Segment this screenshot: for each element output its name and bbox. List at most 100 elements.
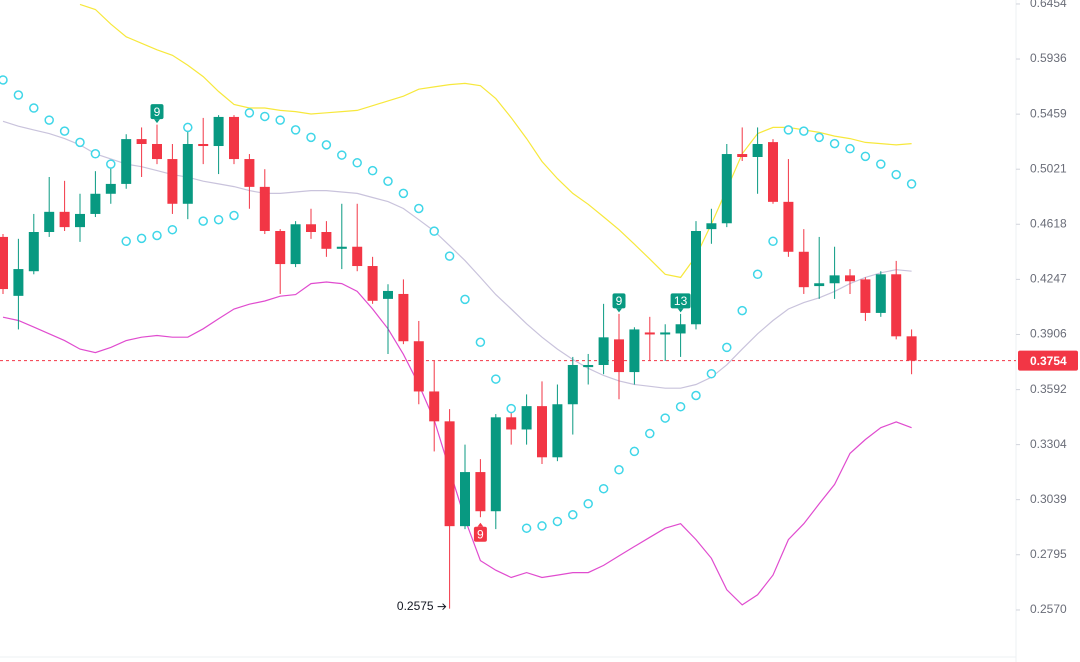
candle-body (182, 143, 193, 204)
sar-dot (706, 368, 717, 379)
candle-body (413, 341, 424, 392)
sar-dot (444, 251, 455, 261)
candle-body (598, 337, 609, 365)
count-marker-label: 9 (154, 105, 161, 119)
candle-body (829, 275, 840, 284)
candle-body (321, 232, 332, 249)
candle-body (706, 223, 717, 230)
sar-dot (152, 230, 162, 241)
y-tick-label: 0.3304 (1030, 437, 1067, 451)
sar-dot (552, 516, 563, 527)
sar-dot (598, 483, 609, 494)
sar-dot (891, 169, 901, 180)
candle-body (583, 364, 594, 368)
candle-body (721, 154, 732, 224)
candle-body (660, 332, 671, 335)
candle-body (475, 472, 486, 512)
count-marker-box (150, 104, 164, 120)
candle-body (675, 324, 686, 334)
candle-body (383, 290, 393, 299)
candle-body (152, 143, 162, 160)
sar-dot (229, 210, 239, 221)
sar-dot (106, 159, 116, 169)
sar-dot (876, 159, 886, 169)
count-marker-label: 9 (616, 294, 623, 308)
y-tick-label: 0.3906 (1030, 327, 1067, 341)
candle-body (737, 154, 748, 157)
sar-dot (183, 122, 193, 133)
candle-body (229, 116, 239, 160)
middle-band (2, 120, 912, 389)
candle-body (629, 329, 640, 373)
candle-body (28, 232, 39, 272)
candle-body (906, 336, 917, 361)
y-tick-label: 0.5459 (1030, 106, 1067, 120)
candle-body (798, 251, 809, 288)
y-tick-label: 0.6454 (1030, 0, 1067, 10)
candle-body (0, 236, 8, 290)
sar-dot (29, 103, 39, 113)
upper-band (79, 3, 912, 279)
sar-dot (660, 413, 670, 423)
sar-dot (244, 108, 255, 118)
candle-body (614, 339, 624, 373)
sar-dot (645, 428, 655, 439)
candle-body (259, 186, 270, 231)
sar-dot (737, 305, 747, 316)
candle-body (352, 246, 363, 267)
candle-body (490, 417, 501, 512)
candle-body (444, 421, 455, 527)
sar-dot (521, 523, 532, 533)
candle-body (336, 246, 347, 249)
count-marker-pointer (477, 522, 484, 527)
sar-dot (167, 224, 178, 235)
candle-body (167, 159, 178, 204)
sar-dot (906, 179, 917, 189)
sar-dot (352, 158, 362, 168)
sar-dot (845, 143, 855, 154)
candle-body (44, 211, 55, 233)
sar-dot (198, 216, 208, 226)
sar-dot (383, 176, 393, 186)
candle-body (13, 269, 24, 296)
sar-dot (75, 137, 85, 148)
sar-dot (506, 403, 516, 414)
candle-body (768, 142, 778, 202)
candle-body (429, 391, 440, 422)
y-tick-label: 0.3039 (1030, 492, 1067, 506)
candle-body (845, 275, 855, 282)
candle-body (105, 183, 116, 194)
count-marker-pointer (616, 308, 622, 313)
candle-body (213, 116, 224, 147)
count-marker-box (473, 526, 487, 542)
sar-dot (321, 140, 332, 150)
lower-band (2, 281, 912, 606)
y-tick-label: 0.5936 (1030, 51, 1067, 65)
low-price-arrow (437, 603, 447, 611)
count-marker: 9 (612, 293, 626, 313)
candle-body (90, 193, 101, 214)
sar-dot (44, 115, 54, 125)
candle-body (460, 472, 470, 527)
y-tick-label: 0.2795 (1030, 547, 1067, 561)
sar-dot (260, 111, 270, 122)
candle-body (290, 224, 301, 265)
last-price-label: 0.3754 (1030, 354, 1067, 368)
candle-body (244, 159, 255, 187)
sar-dot (213, 214, 224, 225)
candle-body (75, 213, 85, 228)
count-marker: 9 (473, 522, 487, 542)
y-tick-label: 0.5021 (1030, 161, 1067, 175)
y-tick-label: 0.4247 (1030, 272, 1067, 286)
y-tick-label: 0.2570 (1030, 602, 1067, 616)
count-marker: 9 (150, 104, 164, 124)
candle-body (398, 293, 409, 342)
sar-dot (614, 465, 624, 475)
sar-dot (568, 510, 578, 520)
count-marker-pointer (154, 119, 160, 124)
sar-dot (13, 90, 24, 100)
candle-body (691, 230, 701, 325)
candle-body (275, 230, 286, 265)
sar-dot (275, 115, 285, 125)
